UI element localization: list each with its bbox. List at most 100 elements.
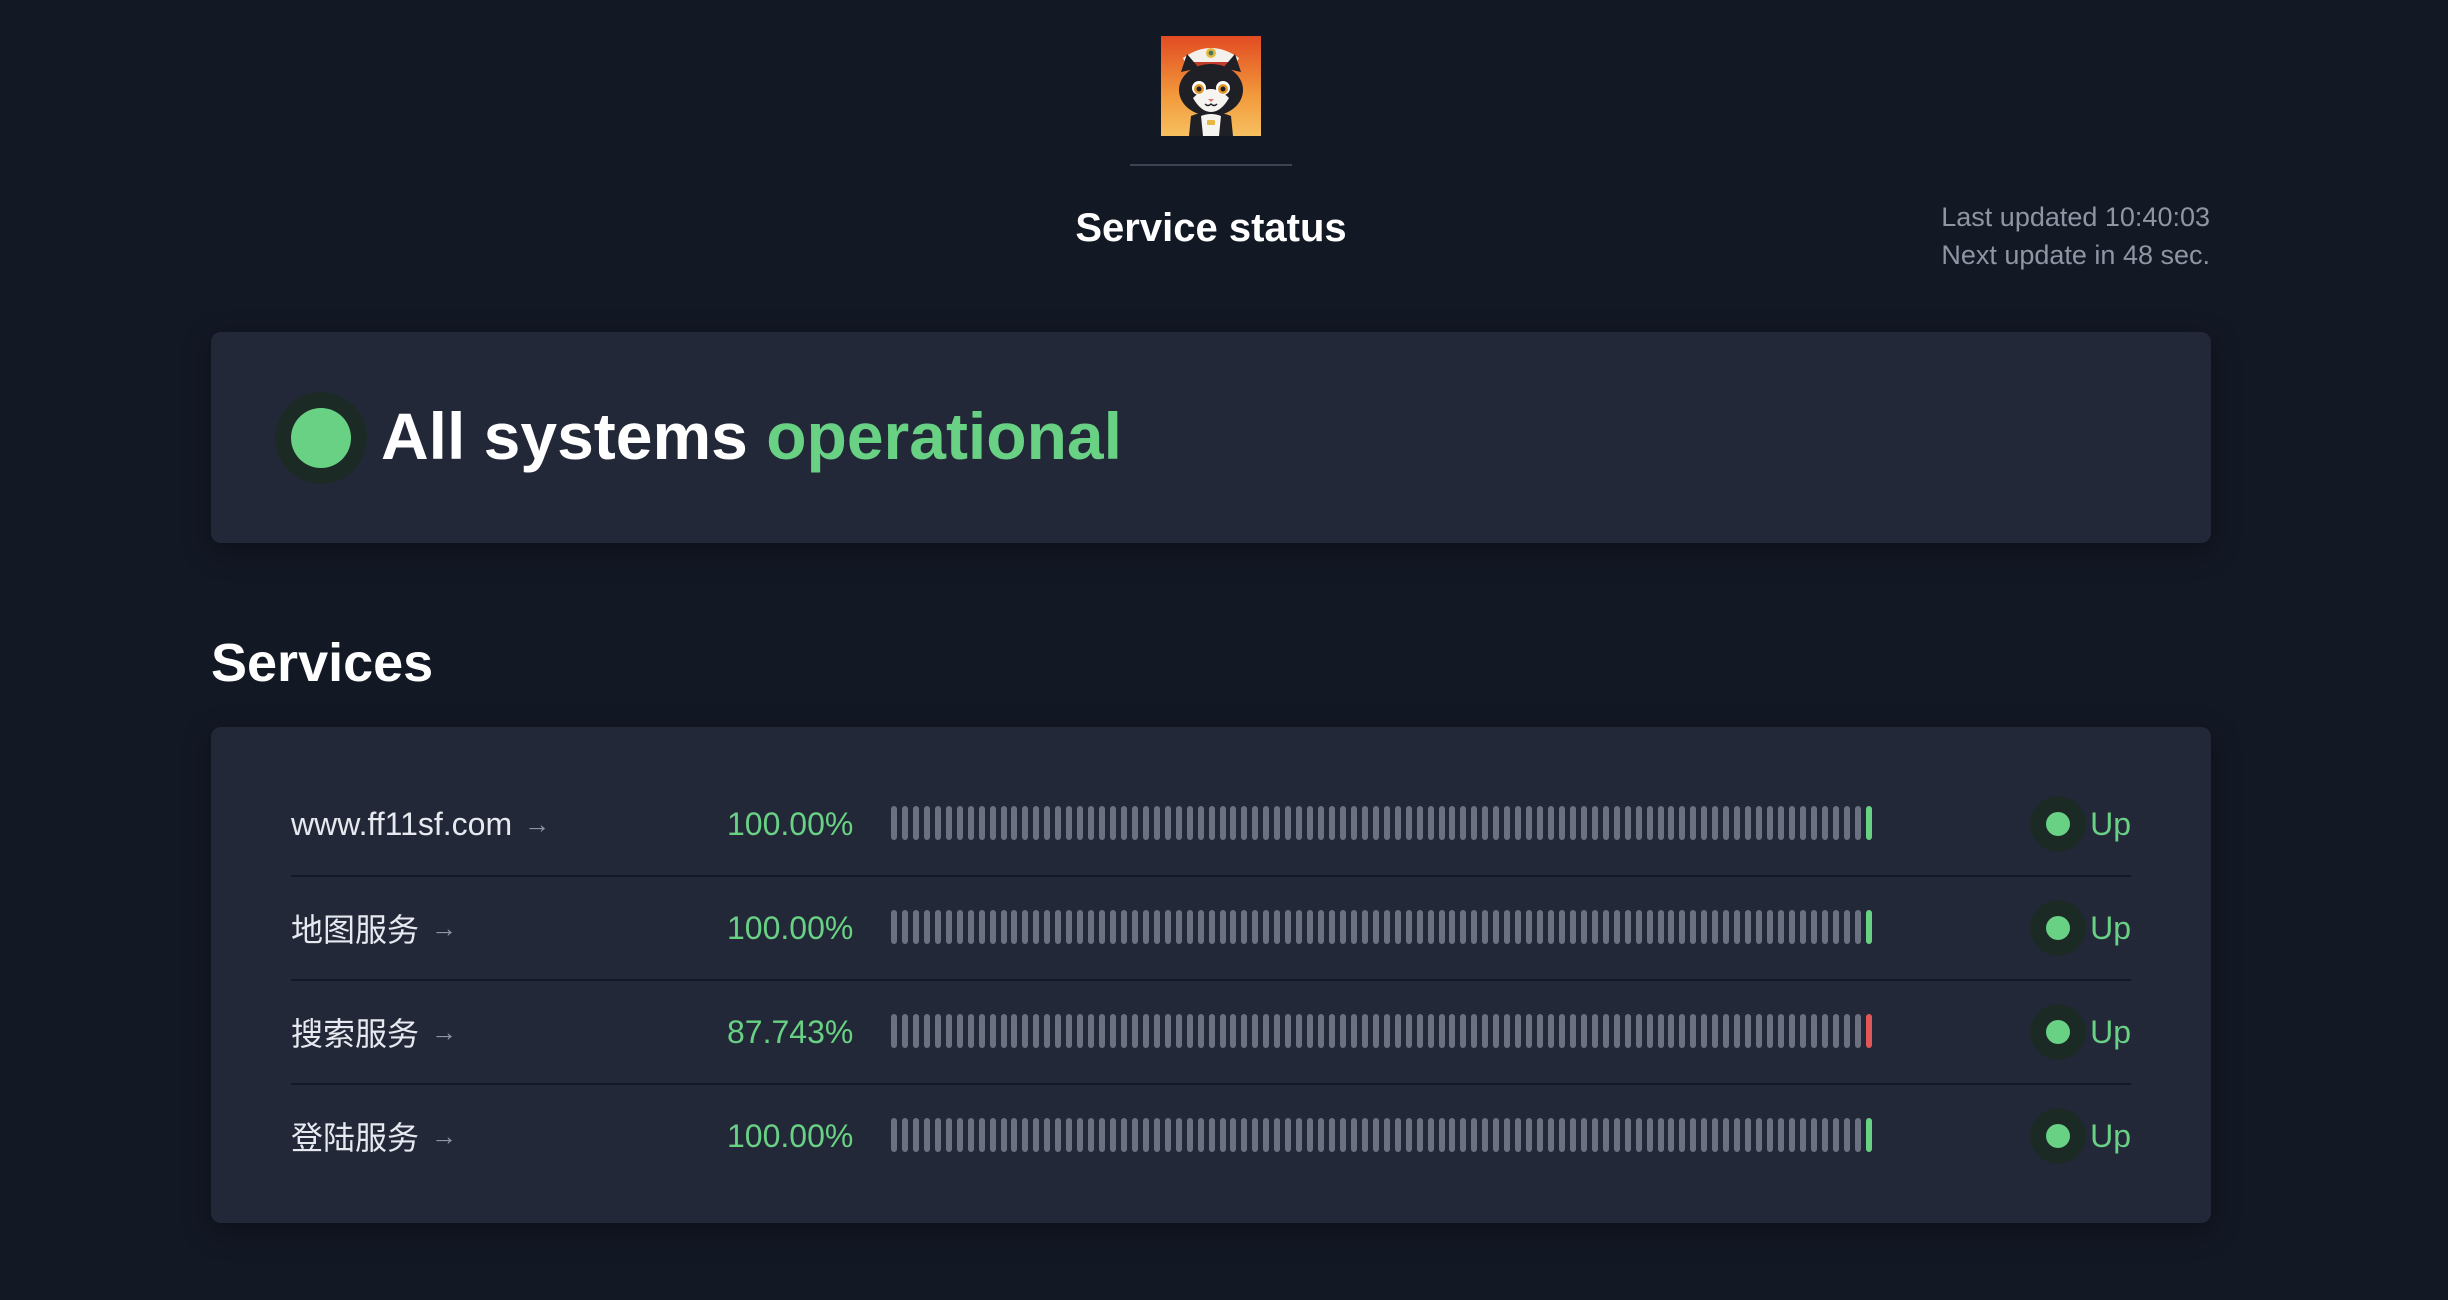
arrow-right-icon: → <box>431 912 458 943</box>
uptime-percentage: 100.00% <box>727 1117 854 1154</box>
uptime-bar <box>1865 1118 1872 1152</box>
uptime-bar <box>1471 1014 1478 1048</box>
uptime-bar <box>1000 910 1007 944</box>
uptime-bar <box>1044 806 1051 840</box>
next-update-text: Next update in 48 sec. <box>1941 240 2210 270</box>
uptime-bar <box>1646 910 1653 944</box>
uptime-bar <box>1383 910 1390 944</box>
services-heading: Services <box>211 633 434 693</box>
uptime-bar <box>1865 806 1872 840</box>
uptime-bar <box>1219 910 1226 944</box>
uptime-bar <box>1307 806 1314 840</box>
service-name-link[interactable]: 搜索服务 → <box>291 981 457 1083</box>
uptime-bar <box>1186 806 1193 840</box>
uptime-bar <box>1843 806 1850 840</box>
uptime-bar <box>1668 806 1675 840</box>
uptime-bar <box>1416 910 1423 944</box>
uptime-bar <box>956 910 963 944</box>
uptime-bar <box>1274 1014 1281 1048</box>
uptime-bar <box>1197 806 1204 840</box>
uptime-bar <box>1044 1118 1051 1152</box>
uptime-bar <box>1055 910 1062 944</box>
uptime-bar <box>1624 1014 1631 1048</box>
uptime-bar <box>1602 1118 1609 1152</box>
uptime-bar <box>1712 1118 1719 1152</box>
uptime-bar <box>1077 1014 1084 1048</box>
uptime-bar <box>912 1014 919 1048</box>
uptime-bar <box>967 1118 974 1152</box>
overall-status-text: All systems operational <box>381 396 1122 476</box>
overall-status-value: operational <box>766 399 1122 473</box>
uptime-bar <box>1077 806 1084 840</box>
uptime-bar <box>1296 910 1303 944</box>
overall-status-prefix: All systems <box>381 399 748 473</box>
uptime-bar <box>1756 1014 1763 1048</box>
uptime-bar <box>1427 1118 1434 1152</box>
uptime-bar <box>923 1118 930 1152</box>
uptime-bar <box>1022 806 1029 840</box>
uptime-bar <box>1372 910 1379 944</box>
uptime-bar <box>1318 806 1325 840</box>
uptime-bar <box>1383 806 1390 840</box>
service-name-link[interactable]: 登陆服务 → <box>291 1085 457 1187</box>
uptime-bar <box>1635 1118 1642 1152</box>
uptime-bar <box>1788 1118 1795 1152</box>
uptime-bar <box>1854 806 1861 840</box>
uptime-bar <box>1580 806 1587 840</box>
uptime-bar <box>1329 1014 1335 1048</box>
uptime-bar <box>989 1014 996 1048</box>
uptime-bar <box>1033 806 1040 840</box>
uptime-bar <box>1175 1118 1182 1152</box>
uptime-bar <box>1635 806 1642 840</box>
service-state: Up <box>2030 981 2131 1083</box>
uptime-bar <box>1723 1014 1730 1048</box>
uptime-bar <box>1756 910 1763 944</box>
uptime-bar <box>1657 806 1664 840</box>
uptime-bar <box>1613 806 1620 840</box>
uptime-bar <box>1865 1014 1872 1048</box>
uptime-bar <box>1394 1014 1401 1048</box>
uptime-bar <box>1153 1014 1160 1048</box>
uptime-bar <box>1066 1118 1073 1152</box>
uptime-bar <box>891 806 897 840</box>
uptime-bar <box>1624 910 1631 944</box>
uptime-bar <box>1252 806 1259 840</box>
service-name-link[interactable]: www.ff11sf.com → <box>291 773 550 875</box>
uptime-bar <box>1745 910 1752 944</box>
service-name-link[interactable]: 地图服务 → <box>291 877 457 979</box>
uptime-bar <box>1208 1118 1215 1152</box>
uptime-bar <box>1515 1118 1522 1152</box>
uptime-bar <box>1591 1118 1598 1152</box>
status-dot-icon <box>2046 916 2071 940</box>
uptime-bar <box>1548 910 1554 944</box>
uptime-bars <box>891 910 1951 946</box>
uptime-bar <box>956 1118 963 1152</box>
uptime-bar <box>945 806 952 840</box>
uptime-bar <box>1263 806 1270 840</box>
service-list: www.ff11sf.com → 100.00% Up 地图服务 → 100.0… <box>291 773 2131 1189</box>
uptime-bar <box>1460 1014 1467 1048</box>
uptime-bar <box>1580 910 1587 944</box>
uptime-bar <box>1537 910 1544 944</box>
uptime-bar <box>1843 910 1850 944</box>
uptime-bar <box>1405 806 1412 840</box>
uptime-bar <box>978 1118 985 1152</box>
uptime-bar <box>1613 1014 1620 1048</box>
uptime-bar <box>1153 806 1160 840</box>
uptime-bar <box>1110 1014 1116 1048</box>
update-info: Last updated 10:40:03 Next update in 48 … <box>1941 198 2210 274</box>
uptime-bar <box>1022 910 1029 944</box>
uptime-bar <box>1756 1118 1763 1152</box>
uptime-bar <box>1252 1014 1259 1048</box>
service-row: 搜索服务 → 87.743% Up <box>291 981 2131 1085</box>
uptime-bar <box>1515 1014 1522 1048</box>
uptime-bar <box>1000 806 1007 840</box>
uptime-bar <box>1361 1118 1368 1152</box>
uptime-bar <box>1777 1014 1784 1048</box>
uptime-bar <box>1558 910 1565 944</box>
uptime-bar <box>1350 806 1357 840</box>
uptime-bar <box>1285 806 1292 840</box>
uptime-bar <box>1679 910 1686 944</box>
uptime-bar <box>1230 910 1237 944</box>
uptime-bar <box>1394 910 1401 944</box>
